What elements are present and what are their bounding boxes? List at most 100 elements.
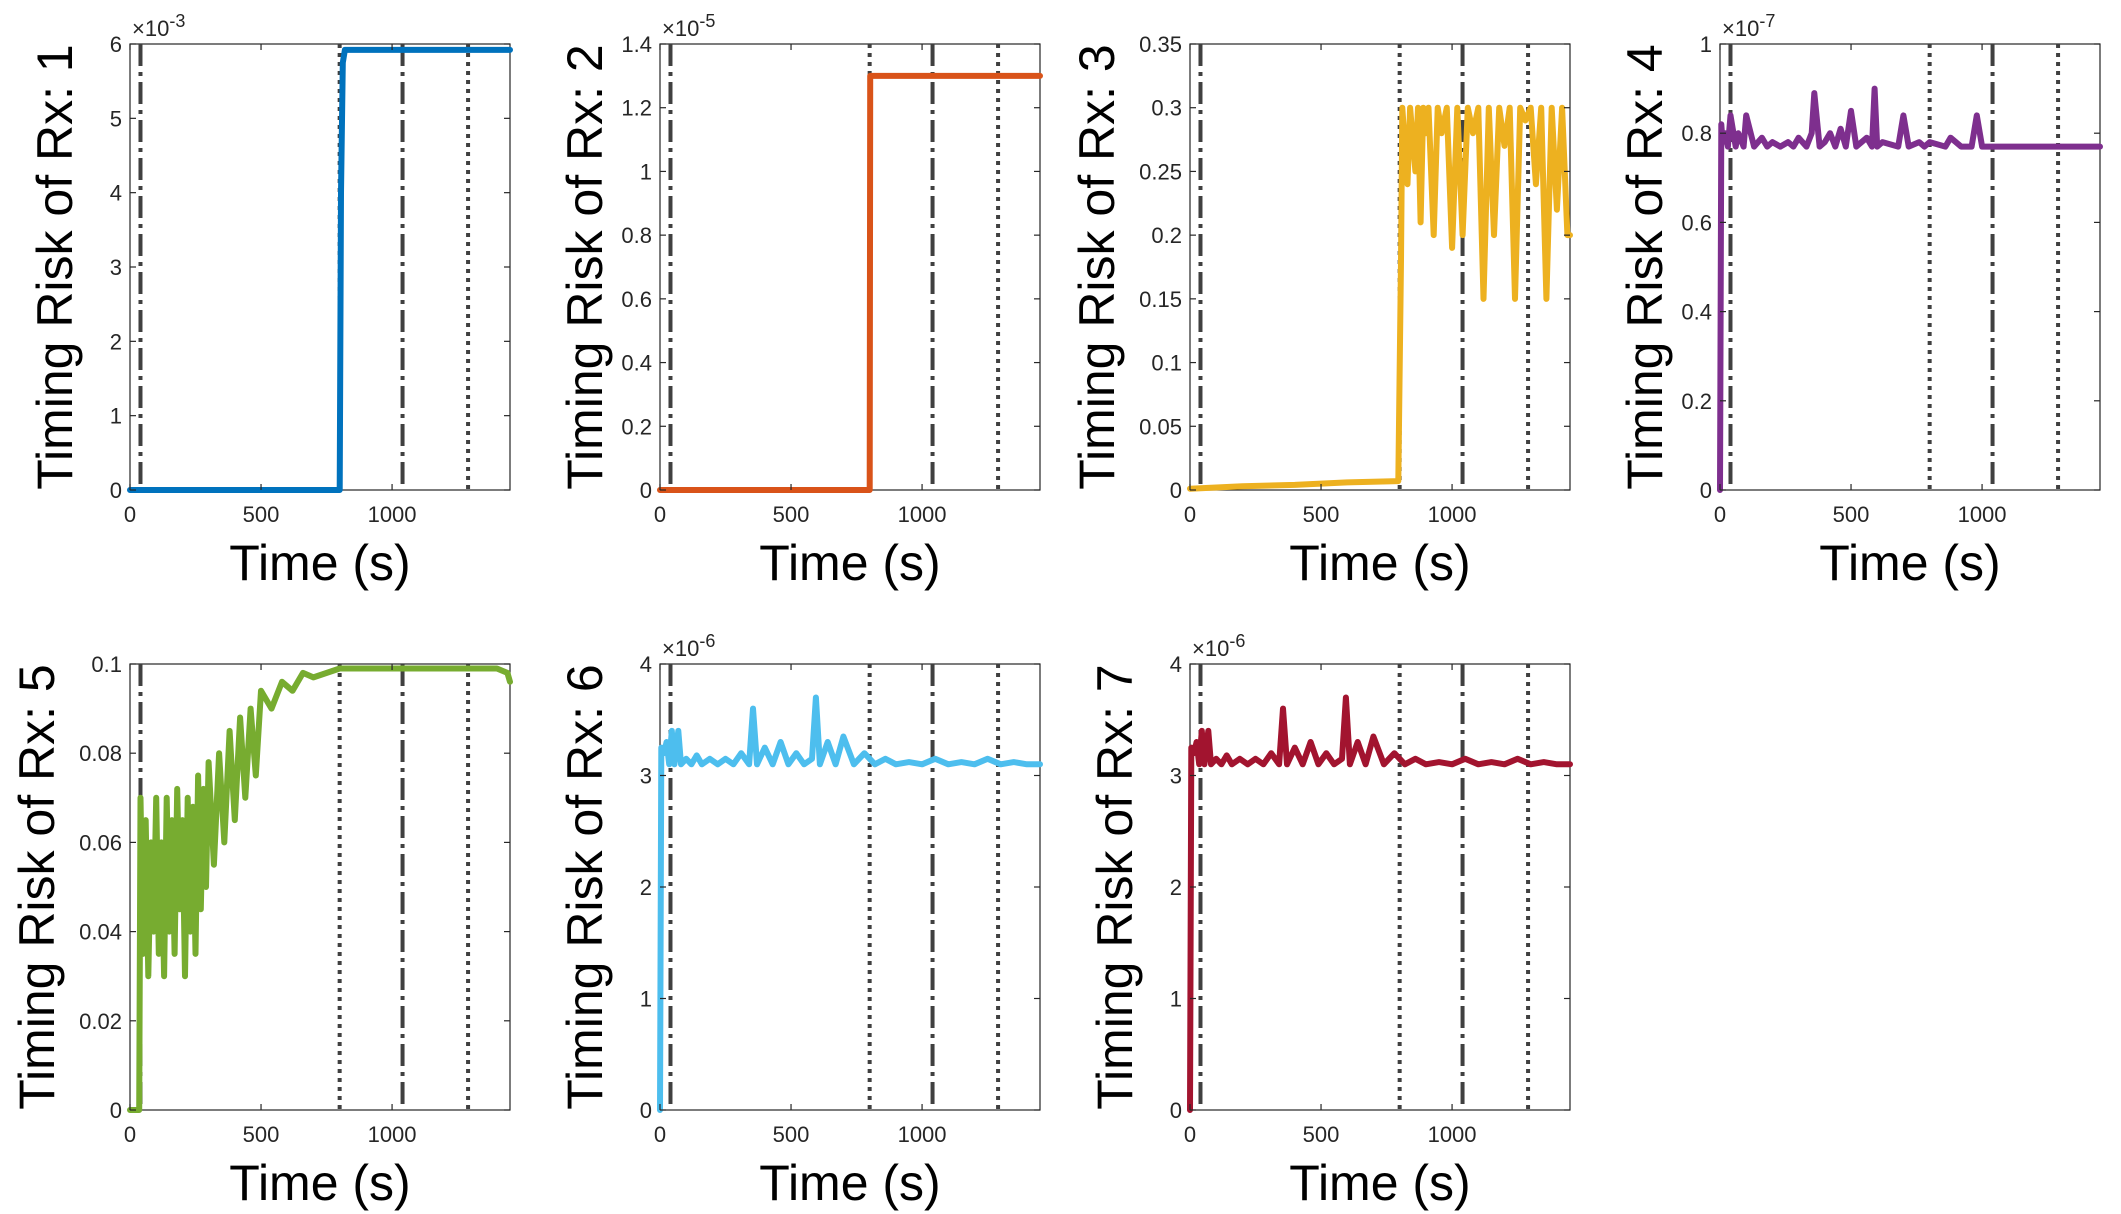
- axes-box: [129, 43, 511, 491]
- x-tick-label: 0: [654, 1122, 666, 1147]
- exponent-base: ×10: [662, 16, 699, 41]
- y-tick-label: 0.1: [91, 652, 122, 677]
- y-tick-label: 0.25: [1139, 159, 1182, 184]
- x-tick-label: 1000: [368, 502, 417, 527]
- y-axis-label: Timing Risk of Rx: 1: [27, 44, 83, 489]
- y-tick-label: 0.04: [79, 920, 122, 945]
- subplot-rx-5: 0 500 1000 0 0.02 0.04 0.06 0.08 0.1 Time (s) Timi…: [9, 652, 513, 1211]
- subplot-rx-4: 0 500 1000 0 0.2 0.4 0.6 0.8 1 ×10-7 Time (s) Timin…: [1617, 11, 2103, 591]
- series-line: [127, 46, 513, 493]
- y-tick-label: 0: [640, 478, 652, 503]
- y-tick-label: 5: [110, 106, 122, 131]
- y-tick-label: 2: [110, 329, 122, 354]
- y-tick-label: 0.06: [79, 830, 122, 855]
- x-axis-label: Time (s): [229, 535, 410, 591]
- exponent-base: ×10: [132, 16, 169, 41]
- y-tick-label: 2: [1170, 875, 1182, 900]
- y-tick-label: 0.02: [79, 1009, 122, 1034]
- series-line: [127, 665, 513, 1113]
- y-tick-label: 4: [640, 652, 652, 677]
- y-tick-label: 3: [110, 255, 122, 280]
- series-line: [1187, 104, 1573, 492]
- x-tick-label: 1000: [898, 1122, 947, 1147]
- y-tick-label: 4: [1170, 652, 1182, 677]
- x-tick-label: 500: [1833, 502, 1870, 527]
- y-exponent-label: ×10-7: [1722, 11, 1775, 41]
- y-tick-label: 0: [1700, 478, 1712, 503]
- y-tick-label: 6: [110, 32, 122, 57]
- y-tick-label: 1: [640, 159, 652, 184]
- y-tick-label: 0.6: [1681, 210, 1712, 235]
- y-tick-label: 0: [640, 1098, 652, 1123]
- x-axis-label: Time (s): [229, 1155, 410, 1211]
- exponent-base: ×10: [662, 636, 699, 661]
- y-axis-label: Timing Risk of Rx: 7: [1087, 664, 1143, 1109]
- x-tick-label: 500: [773, 502, 810, 527]
- x-tick-label: 0: [1184, 1122, 1196, 1147]
- x-axis-label: Time (s): [1819, 535, 2000, 591]
- y-tick-label: 1: [110, 404, 122, 429]
- x-tick-label: 500: [1303, 502, 1340, 527]
- x-tick-label: 0: [1714, 502, 1726, 527]
- subplot-rx-1: 0 500 1000 0 1 2 3 4 5 6 ×10-3 Time (s) Timing Risk …: [27, 11, 513, 591]
- y-exponent-label: ×10-3: [132, 11, 185, 41]
- x-tick-label: 500: [243, 1122, 280, 1147]
- y-tick-label: 0.2: [621, 414, 652, 439]
- subplot-rx-7: 0 500 1000 0 1 2 3 4 ×10-6 Time (s) Timing Risk of…: [1087, 631, 1573, 1211]
- y-tick-label: 2: [640, 875, 652, 900]
- x-tick-label: 0: [124, 502, 136, 527]
- y-tick-label: 3: [640, 764, 652, 789]
- y-tick-label: 1.2: [621, 96, 652, 121]
- y-tick-label: 0.1: [1151, 351, 1182, 376]
- y-axis-label: Timing Risk of Rx: 5: [9, 664, 65, 1109]
- x-tick-label: 500: [1303, 1122, 1340, 1147]
- y-tick-label: 0: [110, 1098, 122, 1123]
- y-axis-label: Timing Risk of Rx: 2: [557, 44, 613, 489]
- y-axis-label: Timing Risk of Rx: 4: [1617, 44, 1673, 489]
- y-tick-label: 0: [110, 478, 122, 503]
- y-tick-label: 0.05: [1139, 414, 1182, 439]
- y-tick-label: 1: [1700, 32, 1712, 57]
- x-tick-label: 0: [654, 502, 666, 527]
- y-tick-label: 0.4: [621, 351, 652, 376]
- x-axis-label: Time (s): [1289, 535, 1470, 591]
- subplot-rx-3: 0 500 1000 0 0.05 0.1 0.15 0.2 0.25 0.3 0.35 Time (…: [1069, 32, 1573, 591]
- axes-box: [1189, 663, 1571, 1111]
- y-exponent-label: ×10-6: [662, 631, 715, 661]
- x-tick-label: 0: [124, 1122, 136, 1147]
- exponent-power: -6: [699, 631, 715, 651]
- subplot-rx-2: 0 500 1000 0 0.2 0.4 0.6 0.8 1 1.2 1.4 ×10-5 Time (s…: [557, 11, 1043, 591]
- y-tick-label: 0.8: [621, 223, 652, 248]
- x-tick-label: 0: [1184, 502, 1196, 527]
- exponent-base: ×10: [1192, 636, 1229, 661]
- y-axis-label: Timing Risk of Rx: 6: [557, 664, 613, 1109]
- x-tick-label: 1000: [368, 1122, 417, 1147]
- exponent-power: -5: [699, 11, 715, 31]
- y-tick-label: 4: [110, 181, 122, 206]
- exponent-base: ×10: [1722, 16, 1759, 41]
- x-axis-label: Time (s): [759, 535, 940, 591]
- x-tick-label: 500: [243, 502, 280, 527]
- exponent-power: -3: [169, 11, 185, 31]
- axes-box: [1719, 43, 2101, 491]
- x-tick-label: 1000: [898, 502, 947, 527]
- y-tick-label: 1: [1170, 987, 1182, 1012]
- exponent-power: -6: [1229, 631, 1245, 651]
- y-tick-label: 3: [1170, 764, 1182, 789]
- y-axis-label: Timing Risk of Rx: 3: [1069, 44, 1125, 489]
- y-tick-label: 1: [640, 987, 652, 1012]
- exponent-power: -7: [1759, 11, 1775, 31]
- y-exponent-label: ×10-6: [1192, 631, 1245, 661]
- series-line: [657, 694, 1043, 1113]
- x-tick-label: 500: [773, 1122, 810, 1147]
- y-tick-label: 0.6: [621, 287, 652, 312]
- y-tick-label: 0.2: [1151, 223, 1182, 248]
- y-tick-label: 0.15: [1139, 287, 1182, 312]
- axes-box: [659, 43, 1041, 491]
- y-tick-label: 0.08: [79, 741, 122, 766]
- series-line: [1187, 694, 1573, 1113]
- x-axis-label: Time (s): [1289, 1155, 1470, 1211]
- y-tick-label: 0: [1170, 1098, 1182, 1123]
- y-tick-label: 0.3: [1151, 96, 1182, 121]
